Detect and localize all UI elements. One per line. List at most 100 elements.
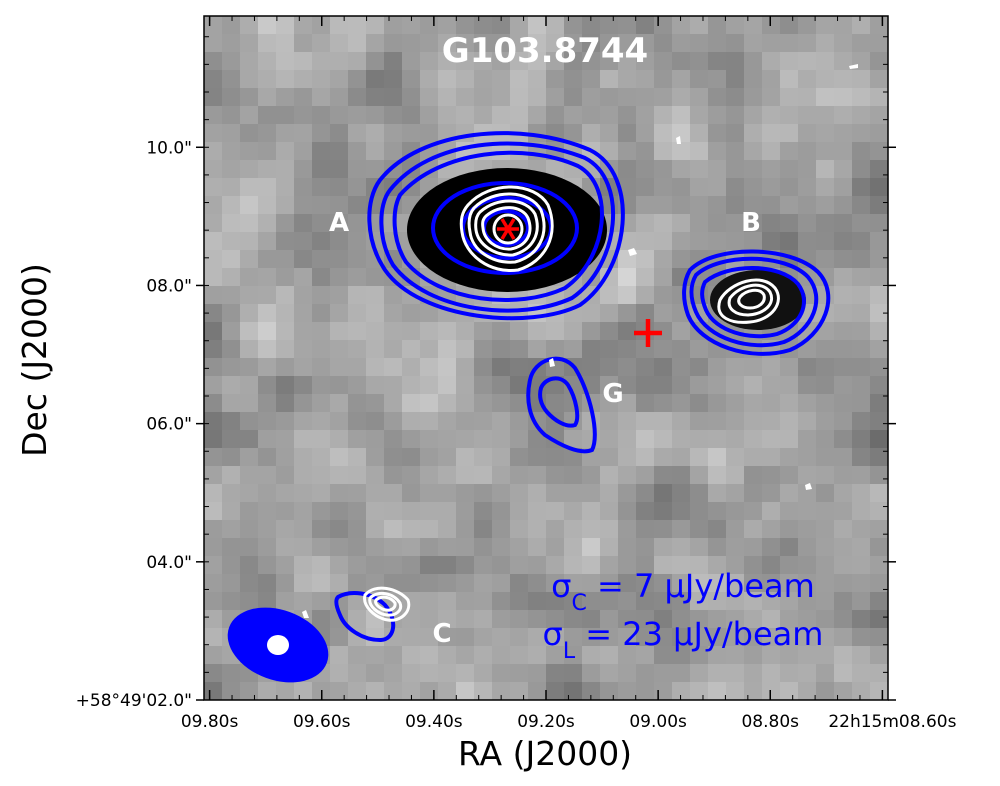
image-pixel xyxy=(330,268,349,287)
image-pixel xyxy=(222,160,241,179)
image-pixel xyxy=(726,556,745,575)
image-pixel xyxy=(348,574,367,593)
image-pixel xyxy=(582,52,601,71)
image-pixel xyxy=(312,592,331,611)
image-pixel xyxy=(870,358,888,377)
image-pixel xyxy=(618,52,637,71)
image-pixel xyxy=(384,466,403,485)
image-pixel xyxy=(762,196,781,215)
image-pixel xyxy=(276,484,295,503)
image-pixel xyxy=(744,394,763,413)
image-pixel xyxy=(222,304,241,323)
image-pixel xyxy=(294,16,313,35)
image-pixel xyxy=(798,682,817,700)
image-pixel xyxy=(600,574,619,593)
image-pixel xyxy=(294,142,313,161)
image-pixel xyxy=(564,106,583,125)
image-pixel xyxy=(762,412,781,431)
image-pixel xyxy=(222,574,241,593)
image-pixel xyxy=(636,160,655,179)
image-pixel xyxy=(348,556,367,575)
image-pixel xyxy=(636,646,655,665)
image-pixel xyxy=(870,214,888,233)
image-pixel xyxy=(762,376,781,395)
image-pixel xyxy=(834,268,853,287)
image-pixel xyxy=(564,124,583,143)
image-pixel xyxy=(420,628,439,647)
image-pixel xyxy=(618,682,637,700)
image-pixel xyxy=(330,466,349,485)
image-pixel xyxy=(438,520,457,539)
image-pixel xyxy=(672,556,691,575)
image-pixel xyxy=(384,322,403,341)
image-pixel xyxy=(672,340,691,359)
image-pixel xyxy=(582,106,601,125)
image-pixel xyxy=(330,178,349,197)
image-pixel xyxy=(420,646,439,665)
image-pixel xyxy=(402,304,421,323)
line-contours-a xyxy=(459,185,554,273)
image-pixel xyxy=(834,52,853,71)
image-pixel xyxy=(366,646,385,665)
image-pixel xyxy=(366,88,385,107)
image-pixel xyxy=(870,268,888,287)
image-pixel xyxy=(366,160,385,179)
image-pixel xyxy=(708,448,727,467)
image-pixel xyxy=(348,196,367,215)
image-pixel xyxy=(366,142,385,161)
x-axis: 09.80s 09.60s 09.40s 09.20s 09.00s 08.80s 22h1… xyxy=(181,16,957,732)
image-pixel xyxy=(618,466,637,485)
image-pixel xyxy=(852,664,871,683)
image-pixel xyxy=(258,574,277,593)
image-pixel xyxy=(780,484,799,503)
image-pixel xyxy=(600,52,619,71)
image-pixel xyxy=(204,52,223,71)
image-pixel xyxy=(654,88,673,107)
image-pixel xyxy=(816,376,835,395)
image-pixel xyxy=(276,88,295,107)
image-pixel xyxy=(258,484,277,503)
image-pixel xyxy=(240,412,259,431)
image-pixel xyxy=(798,196,817,215)
image-pixel xyxy=(726,52,745,71)
image-pixel xyxy=(204,682,223,700)
image-pixel xyxy=(780,106,799,125)
image-pixel xyxy=(276,214,295,233)
image-pixel xyxy=(456,34,475,53)
image-pixel xyxy=(834,88,853,107)
image-pixel xyxy=(798,106,817,125)
image-pixel xyxy=(456,538,475,557)
image-pixel xyxy=(222,394,241,413)
image-pixel xyxy=(276,70,295,89)
image-pixel xyxy=(672,178,691,197)
image-pixel xyxy=(654,682,673,700)
image-pixel xyxy=(762,178,781,197)
image-pixel xyxy=(780,466,799,485)
image-pixel xyxy=(564,592,583,611)
image-pixel xyxy=(204,124,223,143)
image-pixel xyxy=(726,592,745,611)
image-pixel xyxy=(852,340,871,359)
image-pixel xyxy=(528,502,547,521)
image-pixel xyxy=(816,142,835,161)
image-pixel xyxy=(294,106,313,125)
image-pixel xyxy=(402,376,421,395)
image-pixel xyxy=(240,538,259,557)
image-pixel xyxy=(258,142,277,161)
image-pixel xyxy=(618,322,637,341)
image-pixel xyxy=(474,358,493,377)
image-pixel xyxy=(762,358,781,377)
source-label-c: C xyxy=(432,619,451,649)
image-pixel xyxy=(816,358,835,377)
image-pixel xyxy=(294,232,313,251)
image-pixel xyxy=(294,34,313,53)
image-pixel xyxy=(384,286,403,305)
image-pixel xyxy=(744,376,763,395)
image-pixel xyxy=(510,88,529,107)
image-pixel xyxy=(276,178,295,197)
image-pixel xyxy=(456,322,475,341)
image-pixel xyxy=(762,448,781,467)
image-pixel xyxy=(582,322,601,341)
image-pixel xyxy=(798,556,817,575)
image-pixel xyxy=(690,610,709,629)
